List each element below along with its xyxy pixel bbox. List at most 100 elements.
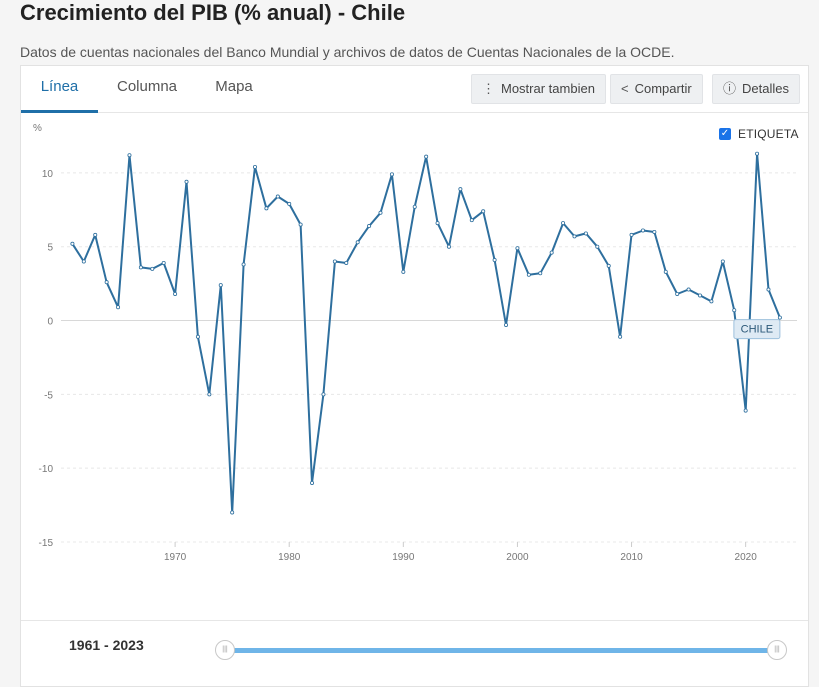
data-point <box>515 246 520 251</box>
y-tick-label: 0 <box>47 317 53 328</box>
data-point <box>698 293 703 298</box>
data-point <box>412 204 417 209</box>
data-point <box>355 240 360 245</box>
share-icon: < <box>621 81 629 96</box>
data-point <box>583 231 588 236</box>
data-point <box>218 283 223 288</box>
share-label: Compartir <box>634 81 692 96</box>
label-toggle-text: ETIQUETA <box>738 127 799 141</box>
tab-mapa[interactable]: Mapa <box>215 78 253 95</box>
data-point <box>195 334 200 339</box>
data-point <box>640 228 645 233</box>
x-tick-label: 1970 <box>164 552 187 563</box>
data-point <box>572 234 577 239</box>
data-point <box>743 408 748 413</box>
details-label: Detalles <box>742 81 789 96</box>
data-point <box>755 151 760 156</box>
details-button[interactable]: ⓘ Detalles <box>712 74 800 104</box>
data-point <box>378 210 383 215</box>
data-point <box>766 287 771 292</box>
data-point <box>469 218 474 223</box>
y-tick-label: 5 <box>47 243 53 254</box>
data-point <box>595 244 600 249</box>
data-point <box>732 308 737 313</box>
data-point <box>310 480 315 485</box>
data-point <box>321 392 326 397</box>
x-tick-label: 2020 <box>735 552 758 563</box>
data-point <box>173 291 178 296</box>
data-point <box>252 165 257 170</box>
data-point <box>618 334 623 339</box>
x-tick-label: 1980 <box>278 552 301 563</box>
data-point <box>504 322 509 327</box>
data-point <box>207 392 212 397</box>
range-slider-track[interactable] <box>225 648 777 653</box>
range-end: 2023 <box>112 637 144 653</box>
data-point <box>287 201 292 206</box>
y-axis-label: % <box>33 123 42 134</box>
data-point <box>332 259 337 264</box>
data-point <box>652 229 657 234</box>
share-button[interactable]: < Compartir <box>610 74 703 104</box>
data-point <box>241 262 246 267</box>
y-tick-label: -10 <box>39 464 54 475</box>
data-point <box>138 265 143 270</box>
x-tick-label: 2000 <box>506 552 529 563</box>
view-tabs: Línea Columna Mapa ⋮ Mostrar tambien < Com… <box>21 66 808 113</box>
data-point <box>606 263 611 268</box>
x-tick-label: 1990 <box>392 552 415 563</box>
data-point <box>298 222 303 227</box>
data-point <box>230 510 235 515</box>
data-point <box>184 179 189 184</box>
chart-card: Línea Columna Mapa ⋮ Mostrar tambien < Com… <box>20 65 809 687</box>
range-slider-end-handle[interactable]: ||| <box>767 640 787 660</box>
data-point <box>424 154 429 159</box>
tab-columna[interactable]: Columna <box>116 78 178 95</box>
page-subtitle: Datos de cuentas nacionales del Banco Mu… <box>20 44 675 60</box>
y-tick-label: -5 <box>44 390 53 401</box>
y-tick-label: -15 <box>39 538 54 549</box>
data-point <box>150 266 155 271</box>
line-chart: -15 -10 -5 0 5 10% 1970 1980 1990 2000 2010 2020 CHI… <box>33 123 797 563</box>
data-point <box>561 221 566 226</box>
x-tick-label: 2010 <box>620 552 643 563</box>
data-point <box>116 305 121 310</box>
data-point <box>549 250 554 255</box>
data-point <box>401 269 406 274</box>
show-also-button[interactable]: ⋮ Mostrar tambien <box>471 74 606 104</box>
data-point <box>663 269 668 274</box>
y-tick-label: 10 <box>42 169 54 180</box>
tab-linea[interactable]: Línea <box>21 66 98 113</box>
data-point <box>675 291 680 296</box>
range-start: 1961 <box>69 637 101 653</box>
series-line-chile <box>71 152 781 514</box>
data-point <box>104 280 109 285</box>
data-point <box>709 299 714 304</box>
data-point <box>344 260 349 265</box>
data-point <box>686 287 691 292</box>
show-also-label: Mostrar tambien <box>501 81 595 96</box>
year-range: 1961 - 2023 <box>69 637 144 653</box>
data-point <box>777 315 782 320</box>
data-point <box>70 241 75 246</box>
data-point <box>264 206 269 211</box>
data-point <box>93 232 98 237</box>
data-point <box>161 260 166 265</box>
page-title: Crecimiento del PIB (% anual) - Chile <box>20 0 406 25</box>
series-end-label-box <box>733 319 781 340</box>
data-point <box>275 194 280 199</box>
label-checkbox[interactable]: ✓ <box>719 128 731 140</box>
range-slider-start-handle[interactable]: ||| <box>215 640 235 660</box>
data-point <box>435 221 440 226</box>
data-point <box>81 259 86 264</box>
data-point <box>367 224 372 229</box>
data-point <box>492 258 497 263</box>
more-vertical-icon: ⋮ <box>482 81 495 96</box>
data-point <box>629 232 634 237</box>
range-separator: - <box>104 637 109 653</box>
data-point <box>446 244 451 249</box>
series-end-label: CHILE <box>741 324 773 336</box>
info-icon: ⓘ <box>723 81 737 96</box>
data-point <box>481 209 486 214</box>
range-footer: 1961 - 2023 ||| ||| <box>21 620 808 681</box>
